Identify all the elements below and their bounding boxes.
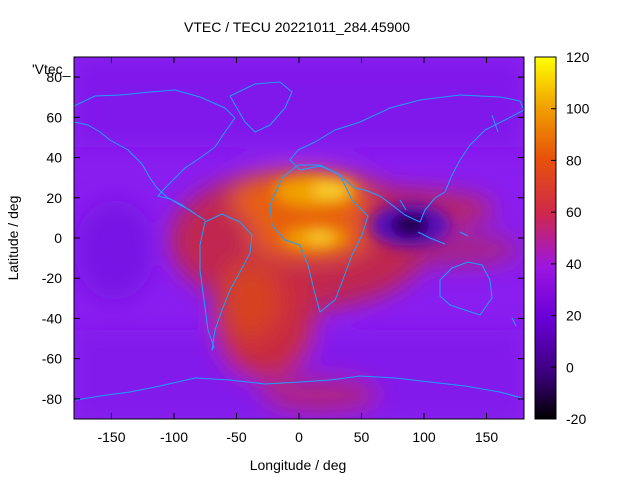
colorbar-tick-label: 20 xyxy=(566,308,582,324)
coast-antarctica xyxy=(75,375,523,401)
colorbar-tick-label: 100 xyxy=(566,101,590,117)
y-tick-label: 40 xyxy=(46,150,62,166)
coast-greenland xyxy=(229,81,293,133)
colorbar-tick-label: 120 xyxy=(566,49,590,65)
x-tick-label: 150 xyxy=(475,429,499,445)
heatmap-peaks xyxy=(273,176,357,250)
x-tick-label: -100 xyxy=(160,429,188,445)
colorbar-tick-label: 40 xyxy=(566,256,582,272)
x-tick-label: -50 xyxy=(226,429,246,445)
x-axis: -150 -100 -50 0 50 100 150 xyxy=(97,57,498,445)
coast-north-america xyxy=(74,89,236,221)
x-axis-title: Longitude / deg xyxy=(250,457,347,473)
coastlines xyxy=(74,81,524,401)
y-axis-title: Latitude / deg xyxy=(5,196,21,281)
y-tick-label: -60 xyxy=(42,351,62,367)
x-tick-label: 100 xyxy=(412,429,436,445)
y-axis: -80 -60 -40 -20 0 20 40 60 80 xyxy=(42,69,524,407)
colorbar xyxy=(534,56,557,420)
y-tick-label: 60 xyxy=(46,109,62,125)
colorbar-tick-label: 0 xyxy=(566,359,574,375)
coast-europe-asia xyxy=(289,94,524,223)
indian-ocean-hole xyxy=(370,203,450,247)
x-tick-label: 50 xyxy=(354,429,370,445)
chart-title: VTEC / TECU 20221011_284.45900 xyxy=(184,19,410,35)
x-tick-label: -150 xyxy=(97,429,125,445)
coast-australia xyxy=(439,261,493,316)
coast-africa xyxy=(269,164,369,313)
y-tick-label: -20 xyxy=(42,270,62,286)
y-tick-label: 20 xyxy=(46,190,62,206)
colorbar-tick-label: -20 xyxy=(566,411,586,427)
colorbar-tick-label: 80 xyxy=(566,152,582,168)
coast-south-america xyxy=(199,213,253,351)
key-label: 'Vtec_ xyxy=(32,61,71,77)
colorbar-axis: -20 0 20 40 60 80 100 120 xyxy=(551,49,590,427)
heatmap xyxy=(74,57,524,419)
colorbar-tick-label: 60 xyxy=(566,204,582,220)
x-tick-label: 0 xyxy=(295,429,303,445)
coast-islands xyxy=(399,114,517,327)
y-tick-label: -40 xyxy=(42,310,62,326)
y-tick-label: 80 xyxy=(46,69,62,85)
y-tick-label: 0 xyxy=(54,230,62,246)
y-tick-label: -80 xyxy=(42,391,62,407)
